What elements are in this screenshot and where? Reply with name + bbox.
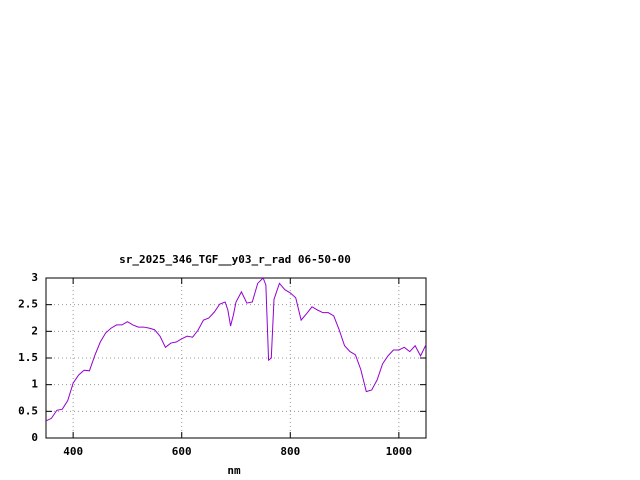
y-tick-label: 0.5	[18, 404, 38, 417]
y-tick-label: 2	[31, 324, 38, 337]
x-tick-label: 400	[63, 445, 83, 458]
x-tick-label: 800	[280, 445, 300, 458]
y-tick-label: 3	[31, 271, 38, 284]
x-tick-label: 600	[172, 445, 192, 458]
chart-title: sr_2025_346_TGF__y03_r_rad 06-50-00	[119, 253, 351, 266]
y-tick-label: 0	[31, 431, 38, 444]
y-tick-label: 1.5	[18, 351, 38, 364]
plot-border	[45, 277, 427, 439]
x-axis-label: nm	[227, 464, 241, 477]
y-tick-label: 1	[31, 378, 38, 391]
y-tick-label: 2.5	[18, 298, 38, 311]
data-line	[45, 277, 427, 422]
x-tick-label: 1000	[386, 445, 413, 458]
